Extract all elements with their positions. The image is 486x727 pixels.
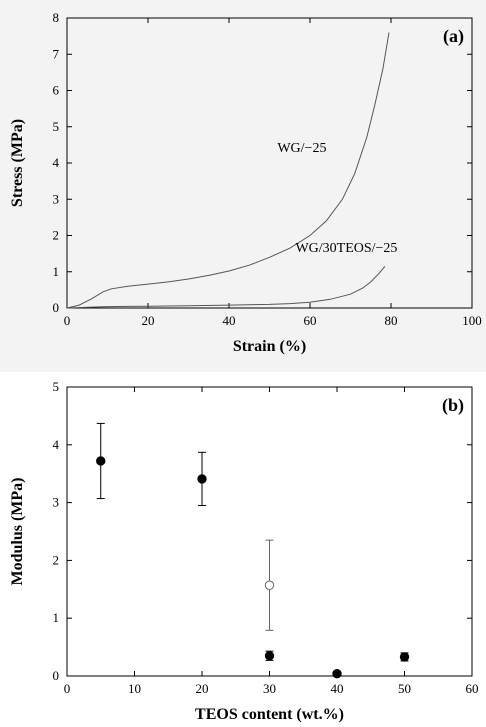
a-y-tick-label: 7 <box>53 46 60 61</box>
b-y-tick-label: 4 <box>53 437 60 452</box>
b-data-point-1 <box>96 456 106 466</box>
panel-b: 0 10 20 30 40 50 60 0 1 2 3 4 5 TEOS content (wt.%) Mo… <box>0 372 486 727</box>
a-y-tick-label: 8 <box>53 10 60 25</box>
a-x-tick-label: 0 <box>64 313 71 328</box>
b-data-point-3 <box>264 580 275 590</box>
a-x-tick-label: 20 <box>142 313 155 328</box>
a-series-line-2 <box>66 265 386 309</box>
panel-a: 0 20 40 60 80 100 0 1 2 3 4 5 6 7 8 Strain (%) Stress (M… <box>0 0 486 372</box>
b-y-tick-label: 0 <box>53 668 60 683</box>
b-y-tick-label: 1 <box>53 610 60 625</box>
a-y-axis-title: Stress (MPa) <box>9 119 26 207</box>
a-series-line-1 <box>66 32 390 309</box>
b-data-point-4 <box>264 651 275 661</box>
a-series-annotation-1: WG/−25 <box>277 141 326 156</box>
b-y-axis-title: Modulus (MPa) <box>9 478 26 586</box>
b-panel-label: (b) <box>442 395 464 416</box>
b-x-tick-label: 50 <box>398 681 411 696</box>
modulus-chart: 0 10 20 30 40 50 60 0 1 2 3 4 5 TEOS content (wt.%) Mo… <box>9 379 479 723</box>
stress-strain-chart: 0 20 40 60 80 100 0 1 2 3 4 5 6 7 8 Strain (%) Stress (M… <box>9 10 482 355</box>
b-x-tick-label: 30 <box>263 681 276 696</box>
b-plot-frame <box>66 386 473 677</box>
b-y-tick-label: 2 <box>53 552 60 567</box>
b-x-tick-label: 20 <box>196 681 209 696</box>
b-x-tick-label: 60 <box>466 681 479 696</box>
a-series-annotation-2: WG/30TEOS/−25 <box>295 241 397 256</box>
a-x-tick-label: 80 <box>385 313 398 328</box>
b-data-point-6 <box>399 652 410 662</box>
a-y-tick-label: 3 <box>53 191 60 206</box>
a-y-tick-label: 5 <box>53 119 60 134</box>
a-x-tick-label: 100 <box>462 313 482 328</box>
a-y-tick-label: 1 <box>53 264 60 279</box>
a-x-axis-title: Strain (%) <box>233 338 306 355</box>
b-data-point-5 <box>332 668 342 679</box>
b-x-axis-title: TEOS content (wt.%) <box>195 706 344 723</box>
b-x-tick-label: 10 <box>128 681 141 696</box>
b-y-tick-label: 3 <box>53 495 60 510</box>
a-panel-label: (a) <box>443 26 464 47</box>
a-x-tick-label: 60 <box>304 313 317 328</box>
b-x-tick-label: 0 <box>64 681 71 696</box>
a-plot-frame <box>66 17 473 309</box>
b-x-tick-label: 40 <box>331 681 344 696</box>
b-y-tick-label: 5 <box>53 379 60 394</box>
a-y-tick-label: 2 <box>53 228 60 243</box>
a-x-tick-label: 40 <box>223 313 236 328</box>
a-y-tick-label: 0 <box>53 300 60 315</box>
a-y-tick-label: 6 <box>53 83 60 98</box>
a-y-tick-label: 4 <box>53 155 60 170</box>
b-data-point-2 <box>197 474 207 484</box>
